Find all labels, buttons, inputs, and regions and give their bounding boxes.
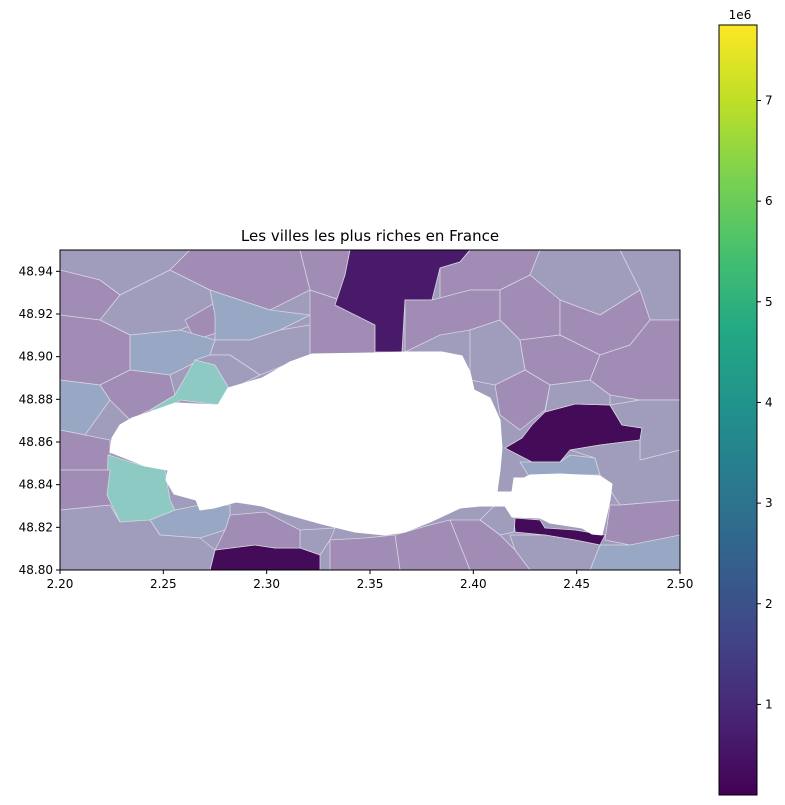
commune [60,469,121,523]
colorbar-tick-label: 2 [765,597,773,611]
commune [194,354,261,391]
colorbar-tick-label: 3 [765,496,773,510]
y-axis: 48.80 48.82 48.84 48.86 48.88 48.90 48.92 48.94 [19,264,60,577]
y-tick-label: 48.94 [19,264,53,278]
y-tick-label: 48.88 [19,392,53,406]
x-tick-label: 2.45 [563,577,590,591]
colorbar-offset-label: 1e6 [729,8,752,22]
commune [569,439,680,506]
x-tick-label: 2.30 [253,577,280,591]
paris-area [109,351,613,536]
communes [60,250,680,570]
colorbar-tick-label: 5 [765,295,773,309]
y-tick-label: 48.82 [19,520,53,534]
colorbar-tick-label: 6 [765,194,773,208]
colorbar [718,24,758,796]
x-tick-label: 2.40 [460,577,487,591]
commune [214,511,301,551]
commune [329,534,401,570]
commune [60,379,111,436]
x-tick-label: 2.25 [150,577,177,591]
colorbar-tick-label: 1 [765,697,773,711]
x-tick-label: 2.35 [357,577,384,591]
commune [60,429,111,471]
colorbar-tick-label: 4 [765,395,773,409]
map-title: Les villes les plus riches en France [241,227,499,245]
commune [394,519,471,570]
map-area [60,250,680,570]
y-tick-label: 48.86 [19,435,53,449]
x-tick-label: 2.50 [667,577,694,591]
commune [544,379,611,413]
commune [99,369,176,421]
y-tick-label: 48.80 [19,563,53,577]
commune [604,499,680,546]
colorbar-tick-label: 7 [765,93,773,107]
y-tick-label: 48.90 [19,350,53,364]
x-tick-label: 2.20 [47,577,74,591]
commune [513,517,606,546]
y-tick-label: 48.84 [19,478,53,492]
colorbar-ticks: 1 2 3 4 5 6 7 [757,93,773,711]
x-axis: 2.20 2.25 2.30 2.35 2.40 2.45 2.50 [47,570,694,591]
y-tick-label: 48.92 [19,307,53,321]
